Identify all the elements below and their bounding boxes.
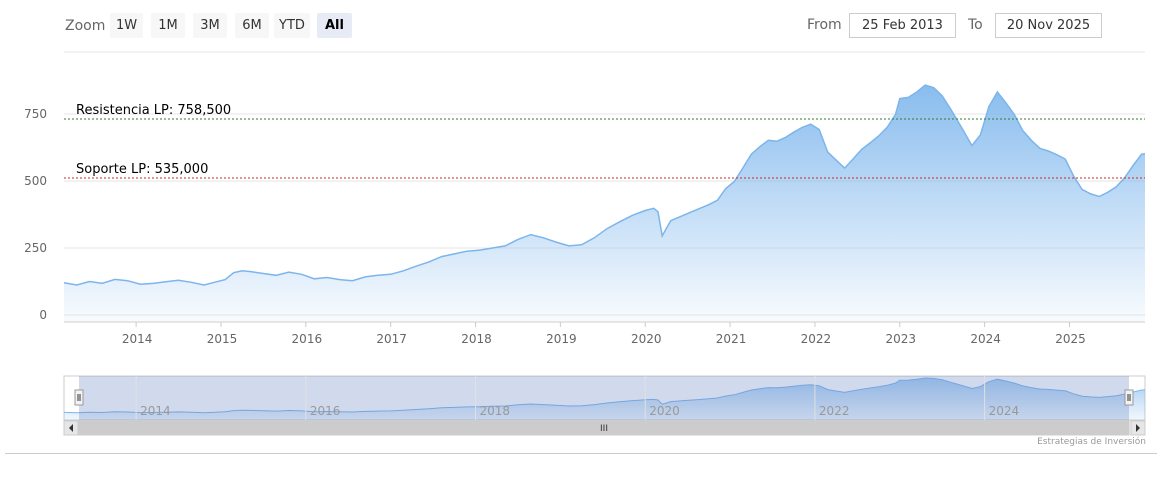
y-tick-label: 750 (24, 107, 47, 121)
range-from-input[interactable]: 25 Feb 2013 (849, 13, 956, 38)
price-series-line (63, 84, 1146, 286)
y-tick-label: 500 (24, 174, 47, 188)
scrollbar-thumb[interactable] (78, 420, 1130, 436)
navigator-area (64, 378, 1145, 420)
zoom-1w-button[interactable]: 1W (110, 13, 143, 38)
price-area-fill (64, 85, 1145, 322)
x-tick-label: 2023 (886, 332, 917, 346)
resistance-label: Resistencia LP: 758,500 (76, 103, 231, 118)
navigator-line (63, 377, 1146, 414)
x-tick-label: 2014 (122, 332, 153, 346)
x-tick-label: 2015 (207, 332, 238, 346)
range-to-input[interactable]: 20 Nov 2025 (995, 13, 1102, 38)
navigator-year-label: 2016 (310, 404, 341, 418)
navigator-year-label: 2022 (819, 404, 850, 418)
zoom-all-button[interactable]: All (317, 13, 352, 38)
navigator-right-handle[interactable] (1124, 389, 1134, 406)
x-tick-label: 2018 (461, 332, 492, 346)
x-tick-label: 2021 (716, 332, 747, 346)
range-to-label: To (968, 17, 983, 33)
navigator-year-label: 2014 (140, 404, 171, 418)
range-from-label: From (807, 17, 842, 33)
x-tick-label: 2024 (970, 332, 1001, 346)
zoom-1m-button[interactable]: 1M (151, 13, 185, 38)
x-tick-label: 2019 (546, 332, 577, 346)
navigator-year-label: 2024 (989, 404, 1020, 418)
credits-text: Estrategias de Inversión (1037, 437, 1146, 447)
navigator-year-label: 2020 (649, 404, 680, 418)
y-tick-label: 0 (39, 308, 47, 322)
x-tick-label: 2017 (376, 332, 407, 346)
x-tick-label: 2016 (292, 332, 323, 346)
x-tick-label: 2022 (801, 332, 832, 346)
zoom-3m-button[interactable]: 3M (193, 13, 227, 38)
x-tick-label: 2025 (1055, 332, 1086, 346)
scroll-left-arrow-icon (69, 424, 73, 432)
x-tick-label: 2020 (631, 332, 662, 346)
navigator-year-label: 2018 (480, 404, 511, 418)
zoom-label: Zoom (65, 18, 106, 34)
navigator-mask[interactable] (79, 376, 1129, 420)
navigator-left-handle[interactable] (74, 389, 84, 406)
support-label: Soporte LP: 535,000 (76, 162, 208, 177)
zoom-ytd-button[interactable]: YTD (274, 13, 310, 38)
scrollbar-grip: III (600, 424, 608, 434)
bottom-divider (5, 453, 1157, 454)
zoom-6m-button[interactable]: 6M (235, 13, 269, 38)
scroll-right-arrow-icon (1136, 424, 1140, 432)
y-tick-label: 250 (24, 241, 47, 255)
